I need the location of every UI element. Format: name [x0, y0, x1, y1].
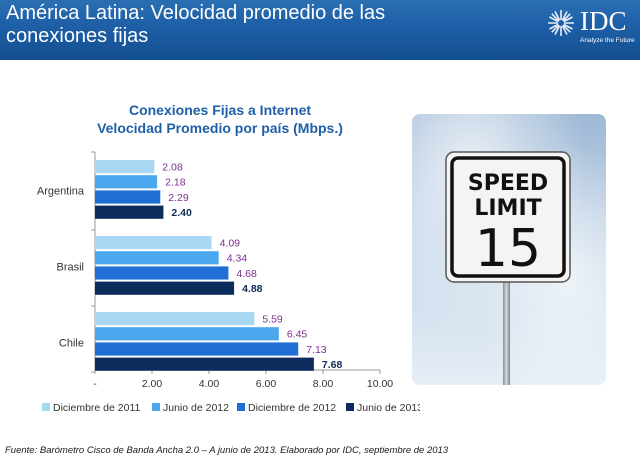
data-label: 4.68: [236, 268, 257, 280]
x-tick-label: -: [93, 378, 97, 390]
bar-junio-de-2012-chile: [95, 327, 279, 341]
bar-junio-de-2013-brasil: [95, 281, 235, 295]
data-label: 4.34: [227, 253, 248, 265]
x-tick-label: 2.00: [142, 378, 163, 390]
x-tick-label: 8.00: [313, 378, 334, 390]
data-label: 4.09: [220, 238, 241, 250]
legend-swatch-diciembre-de-2011: [42, 403, 50, 411]
source-note: Fuente: Barómetro Cisco de Banda Ancha 2…: [5, 445, 449, 456]
legend-label-diciembre-de-2011: Diciembre de 2011: [53, 402, 141, 414]
data-label: 2.08: [162, 162, 183, 174]
category-label-brasil: Brasil: [56, 261, 84, 273]
slide-title-line-1: América Latina: Velocidad promedio de la…: [6, 2, 386, 24]
category-label-argentina: Argentina: [37, 185, 85, 197]
idc-logo: IDC Analyze the Future: [546, 6, 640, 52]
data-label: 2.29: [168, 192, 189, 204]
bar-junio-de-2012-brasil: [95, 251, 219, 265]
legend-label-diciembre-de-2012: Diciembre de 2012: [248, 402, 336, 414]
logo-wordmark: IDC: [580, 6, 627, 36]
bar-diciembre-de-2012-chile: [95, 342, 299, 356]
bar-diciembre-de-2011-brasil: [95, 236, 212, 250]
data-label: 2.40: [171, 207, 192, 219]
speed-limit-photo: SPEED LIMIT 15: [412, 114, 606, 385]
data-label: 6.45: [287, 329, 308, 341]
x-tick-label: 6.00: [256, 378, 277, 390]
sign-line-1: SPEED: [468, 171, 548, 196]
legend-swatch-junio-de-2012: [152, 403, 160, 411]
slide-title: América Latina: Velocidad promedio de la…: [6, 2, 476, 48]
chart-title-line-1: Conexiones Fijas a Internet: [128, 102, 312, 118]
bar-junio-de-2013-argentina: [95, 205, 164, 219]
speed-limit-sign: SPEED LIMIT 15: [445, 151, 571, 283]
slide-title-line-2: conexiones fijas: [6, 25, 149, 47]
data-label: 4.88: [242, 283, 263, 295]
legend-swatch-junio-de-2013: [346, 403, 354, 411]
bar-junio-de-2012-argentina: [95, 175, 158, 189]
bar-diciembre-de-2011-argentina: [95, 160, 155, 174]
data-label: 2.18: [165, 177, 186, 189]
speed-limit-sign-image: SPEED LIMIT 15: [412, 114, 606, 385]
bar-diciembre-de-2011-chile: [95, 312, 255, 326]
bar-chart: - 2.00 4.00 6.00 8.00 10.00 Argentina 2.08 2.18 2…: [37, 151, 420, 414]
legend-label-junio-de-2013: Junio de 2013: [357, 402, 420, 414]
data-label: 7.13: [306, 344, 327, 356]
slide-header: América Latina: Velocidad promedio de la…: [0, 0, 640, 60]
legend-label-junio-de-2012: Junio de 2012: [163, 402, 229, 414]
category-label-chile: Chile: [59, 337, 84, 349]
x-tick-label: 10.00: [367, 378, 393, 390]
data-label: 5.59: [262, 314, 283, 326]
logo-tagline: Analyze the Future: [580, 37, 635, 44]
chart-title: Conexiones Fijas a Internet Velocidad Pr…: [40, 101, 400, 137]
sign-line-2: LIMIT: [474, 196, 541, 221]
bar-diciembre-de-2012-brasil: [95, 266, 229, 280]
bar-diciembre-de-2012-argentina: [95, 190, 161, 204]
globe-icon: [548, 10, 574, 36]
chart-title-line-2: Velocidad Promedio por país (Mbps.): [97, 120, 343, 136]
data-label: 7.68: [322, 359, 343, 371]
bar-junio-de-2013-chile: [95, 357, 314, 371]
legend-swatch-diciembre-de-2012: [237, 403, 245, 411]
x-tick-label: 4.00: [199, 378, 220, 390]
sign-number: 15: [475, 219, 541, 279]
